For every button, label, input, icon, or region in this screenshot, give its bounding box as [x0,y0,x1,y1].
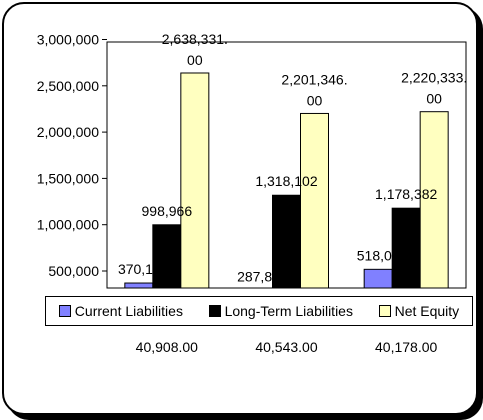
legend-swatch-net-equity [378,305,391,317]
data-label: 2,201,346. [281,71,347,87]
bar [391,207,421,289]
y-tick-label: 3,000,000 [37,32,99,48]
bar [152,224,182,289]
data-label: 2,220,333. [401,70,467,86]
data-label: 00 [426,91,442,107]
data-labels: 370,11 998,966 2,638,331. 00 287,84 1,318,102… [118,31,467,285]
bar [272,194,301,289]
legend-swatch-current-liabilities [58,305,71,317]
data-label: 00 [307,92,323,108]
bars [124,72,449,289]
bar [363,268,393,289]
bar [124,282,154,289]
data-label: 1,178,382 [375,186,437,202]
data-label: 2,638,331. [162,31,228,47]
legend: Current Liabilities Long-Term Liabilitie… [45,296,473,326]
legend-label-current-liabilities: Current Liabilities [74,303,183,319]
legend-swatch-long-term-liabilities [208,305,221,317]
legend-item-long-term-liabilities: Long-Term Liabilities [208,303,353,319]
y-axis: 500,000 1,000,000 1,500,000 2,000,000 2,500,… [37,32,108,288]
legend-item-net-equity: Net Equity [378,303,460,319]
legend-item-current-liabilities: Current Liabilities [58,303,183,319]
y-tick-label: 2,500,000 [37,78,99,94]
bar [419,111,449,289]
data-label: 287,84 [237,269,280,285]
legend-label-net-equity: Net Equity [394,303,460,319]
y-tick-label: 500,000 [48,263,99,279]
data-label: 1,318,102 [255,173,317,189]
data-label: 518,08 [357,247,400,263]
x-tick-label: 40,178.00 [375,339,437,355]
bar [180,72,210,289]
bar [300,112,329,289]
data-label: 00 [187,52,203,68]
x-tick-label: 40,908.00 [136,339,198,355]
y-tick-label: 1,500,000 [37,170,99,186]
data-label: 370,11 [118,261,160,277]
x-tick-label: 40,543.00 [255,339,317,355]
legend-label-long-term-liabilities: Long-Term Liabilities [224,303,353,319]
y-tick-label: 2,000,000 [37,124,99,140]
y-tick-label: 1,000,000 [37,217,99,233]
x-axis: 40,908.00 40,543.00 40,178.00 [136,339,438,355]
data-label: 998,966 [142,203,193,219]
